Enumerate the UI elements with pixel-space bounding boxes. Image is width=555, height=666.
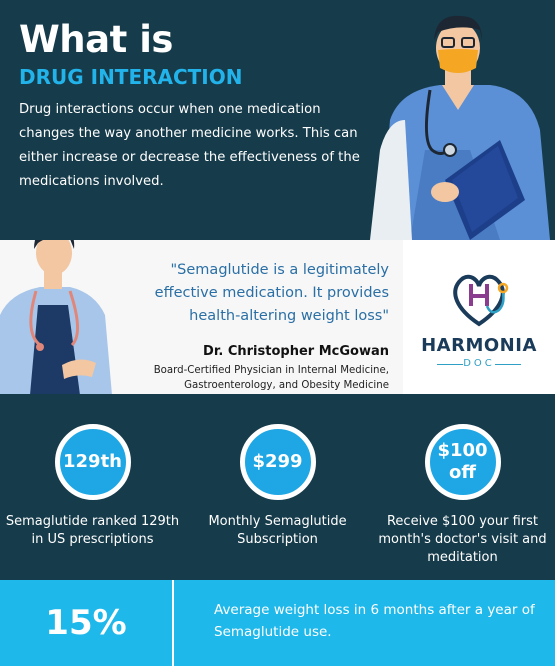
highlight-section: 15% Average weight loss in 6 months afte… <box>0 580 555 666</box>
page-title: What is <box>19 18 173 61</box>
page-subtitle: DRUG INTERACTION <box>19 65 243 89</box>
stats-section: 129th Semaglutide ranked 129th in US pre… <box>0 394 555 580</box>
harmonia-logo: HARMONIA DOC <box>403 240 555 394</box>
stat-badge: 129th <box>54 424 131 500</box>
highlight-divider <box>172 580 174 666</box>
doctor-illustration <box>370 15 550 240</box>
quote-section: "Semaglutide is a legitimately effective… <box>0 240 555 394</box>
stat-badge: $100 off <box>424 424 501 500</box>
stat-label: Semaglutide ranked 129th in US prescript… <box>5 514 180 547</box>
quote-author: Dr. Christopher McGowan <box>203 344 389 359</box>
testimonial-quote: "Semaglutide is a legitimately effective… <box>154 262 389 324</box>
stat-label: Monthly Semaglutide Subscription <box>208 514 347 547</box>
stat-value: $100 <box>437 440 488 461</box>
doctor-illustration <box>0 240 112 394</box>
highlight-text: Average weight loss in 6 months after a … <box>214 602 535 640</box>
logo-divider <box>437 364 463 365</box>
stat-badge: $299 <box>239 424 316 500</box>
stat-subscription: $299 Monthly Semaglutide Subscription <box>185 394 370 580</box>
stat-prescription-rank: 129th Semaglutide ranked 129th in US pre… <box>0 394 185 580</box>
stat-label: Receive $100 your first month's doctor's… <box>378 514 547 565</box>
logo-sub: DOC <box>463 358 495 369</box>
highlight-value: 15% <box>45 603 127 643</box>
author-credentials: Board-Certified Physician in Internal Me… <box>153 365 389 391</box>
logo-name: HARMONIA <box>421 335 537 356</box>
stat-discount: $100 off Receive $100 your first month's… <box>370 394 555 580</box>
intro-section: What is DRUG INTERACTION Drug interactio… <box>0 0 555 240</box>
intro-description: Drug interactions occur when one medicat… <box>19 102 360 189</box>
logo-divider <box>495 364 521 365</box>
stat-value: 129th <box>63 451 122 472</box>
stethoscope-heart-icon <box>453 274 509 327</box>
stat-value: $299 <box>252 451 303 472</box>
stat-value-suffix: off <box>449 462 476 483</box>
